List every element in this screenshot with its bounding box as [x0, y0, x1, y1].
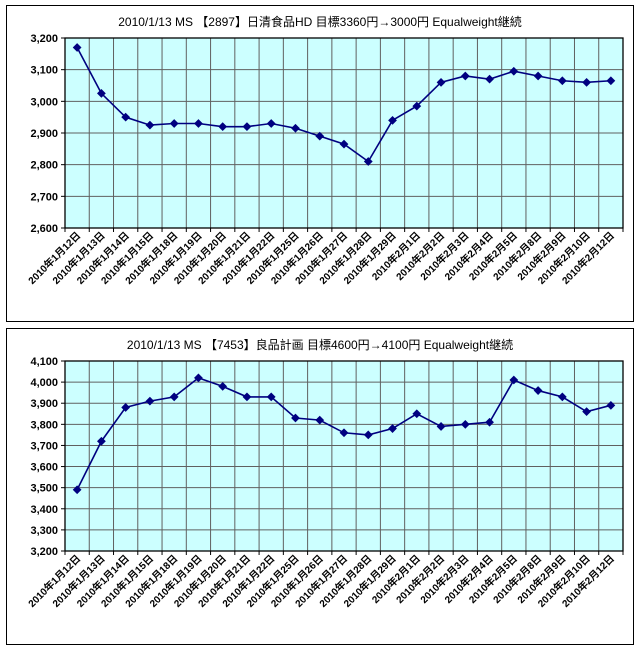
data-point-marker: [291, 413, 300, 423]
y-axis-labels: 3,200 3,300 3,400 3,500 3,600 3,700 3,800 3,900…: [30, 356, 65, 558]
data-point-marker: [97, 89, 106, 98]
data-point-marker: [582, 77, 591, 87]
y-axis-tick-label: 3,200: [30, 33, 58, 45]
data-point-marker: [557, 392, 567, 402]
y-axis-tick-label: 3,000: [30, 96, 58, 108]
chart-panel-ryohin-keikaku: 2010/1/13 MS 【7453】良品計画 目標4600円→4100円 Eq…: [6, 328, 634, 645]
data-point-marker: [606, 76, 616, 86]
data-point-marker: [606, 400, 616, 410]
data-point-marker: [460, 419, 470, 429]
series-markers: [72, 373, 616, 495]
y-axis-tick-label: 3,600: [30, 462, 58, 474]
data-point-marker: [388, 115, 397, 125]
data-point-marker: [485, 417, 494, 427]
y-axis-tick-label: 3,200: [30, 546, 58, 558]
chart-plot-svg: 3,200 3,300 3,400 3,500 3,600 3,700 3,800 3,900…: [25, 356, 624, 610]
data-point-marker: [412, 101, 422, 111]
y-axis-labels: 2,600 2,700 2,800 2,900 3,000 3,100 3,200: [30, 33, 65, 235]
y-axis-tick-label: 3,700: [30, 440, 58, 452]
data-point-marker: [315, 131, 325, 141]
data-point-marker: [460, 71, 470, 81]
x-axis-labels: 2010年1月12日2010年1月13日2010年1月14日2010年1月15日…: [25, 551, 624, 610]
chart-canvas-nissin-foods: 2,600 2,700 2,800 2,900 3,000 3,100 3,200 2010年…: [7, 32, 633, 325]
data-point-marker: [533, 386, 543, 395]
chart-title-nissin-foods: 2010/1/13 MS 【2897】日清食品HD 目標3360円→3000円 …: [118, 15, 522, 29]
x-axis-labels: 2010年1月12日2010年1月13日2010年1月14日2010年1月15日…: [25, 228, 624, 287]
data-point-marker: [315, 415, 325, 425]
plot-border: [64, 360, 624, 552]
data-point-marker: [485, 74, 494, 84]
plot-area-background: [65, 361, 623, 551]
y-axis-tick-label: 3,800: [30, 419, 58, 431]
y-axis-tick-label: 3,500: [30, 483, 58, 495]
y-axis-tick-label: 3,300: [30, 525, 58, 537]
data-point-marker: [436, 77, 446, 87]
data-point-marker: [533, 71, 543, 81]
chart-canvas-ryohin-keikaku: 3,200 3,300 3,400 3,500 3,600 3,700 3,800 3,900…: [7, 355, 633, 648]
data-point-marker: [363, 430, 373, 440]
data-point-marker: [582, 407, 591, 417]
data-point-marker: [412, 409, 422, 419]
data-point-marker: [266, 119, 276, 128]
y-axis-tick-label: 3,400: [30, 504, 58, 516]
chart-plot-svg: 2,600 2,700 2,800 2,900 3,000 3,100 3,200 2010年…: [25, 33, 624, 287]
data-point-marker: [363, 157, 373, 166]
y-axis-tick-label: 2,900: [30, 128, 58, 140]
y-axis-tick-label: 2,800: [30, 160, 58, 172]
y-axis-tick-label: 4,100: [30, 356, 58, 368]
data-point-marker: [291, 123, 300, 133]
data-point-marker: [436, 422, 446, 431]
data-point-marker: [339, 428, 349, 438]
data-point-marker: [339, 139, 349, 149]
data-point-marker: [388, 424, 397, 433]
data-point-marker: [266, 392, 276, 402]
data-point-marker: [72, 485, 82, 495]
chart-title-ryohin-keikaku: 2010/1/13 MS 【7453】良品計画 目標4600円→4100円 Eq…: [126, 338, 514, 352]
y-axis-tick-label: 2,600: [30, 223, 58, 235]
chart-panel-nissin-foods: 2010/1/13 MS 【2897】日清食品HD 目標3360円→3000円 …: [6, 5, 634, 322]
y-axis-tick-label: 3,100: [30, 65, 58, 77]
y-axis-tick-label: 3,900: [30, 398, 58, 410]
y-axis-tick-label: 2,700: [30, 191, 58, 203]
data-point-marker: [557, 76, 567, 86]
y-axis-tick-label: 4,000: [30, 377, 58, 389]
